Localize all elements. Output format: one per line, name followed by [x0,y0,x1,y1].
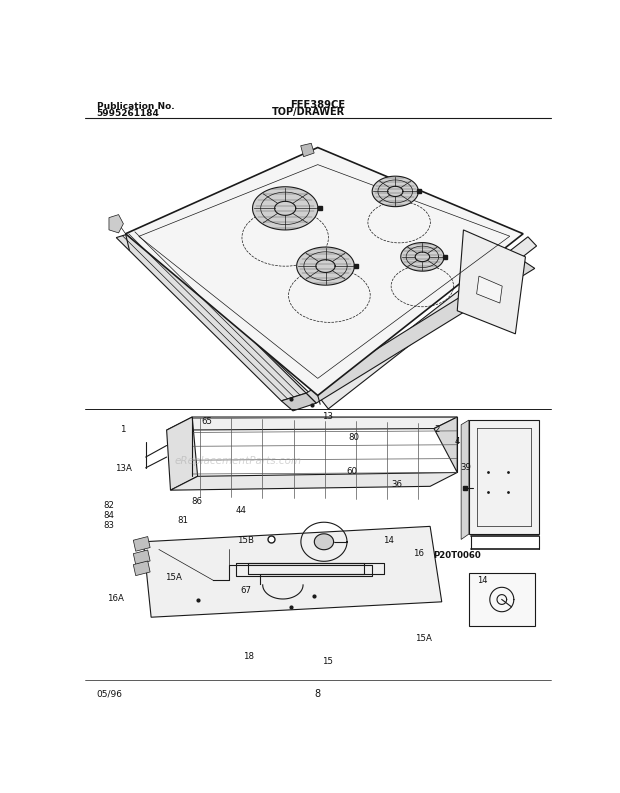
Polygon shape [458,230,526,334]
Text: 81: 81 [178,515,188,525]
Text: Publication No.: Publication No. [97,102,174,111]
Polygon shape [167,417,198,490]
Bar [469,573,534,626]
Text: 14: 14 [477,576,487,584]
Polygon shape [281,393,316,411]
Ellipse shape [401,243,444,271]
Text: 5995261184: 5995261184 [97,109,159,118]
Text: 15: 15 [322,657,333,666]
Text: 15B: 15B [237,536,254,546]
Text: 83: 83 [104,520,114,530]
Text: 15A: 15A [165,573,182,582]
Text: 36: 36 [392,481,402,489]
Polygon shape [320,237,536,409]
Text: 4: 4 [454,438,460,446]
Ellipse shape [297,247,355,285]
Text: 05/96: 05/96 [97,690,123,699]
Text: FEF389CE: FEF389CE [290,100,345,110]
Text: 18: 18 [242,653,254,661]
Text: 14: 14 [383,536,394,546]
Text: 16: 16 [413,549,424,557]
Polygon shape [306,259,534,403]
Ellipse shape [372,176,419,207]
Text: 44: 44 [236,506,246,515]
Text: 60: 60 [347,467,358,476]
Text: 39: 39 [460,463,471,472]
Polygon shape [314,534,334,550]
Polygon shape [143,527,441,617]
Polygon shape [170,473,458,490]
Polygon shape [434,417,458,473]
Text: 13: 13 [322,412,333,421]
Text: 67: 67 [240,587,251,596]
Polygon shape [122,231,316,404]
Text: TOP/DRAWER: TOP/DRAWER [272,107,345,117]
Polygon shape [461,420,469,539]
Text: 86: 86 [191,497,202,506]
Bar [469,420,539,534]
Polygon shape [117,230,306,400]
Polygon shape [125,147,523,396]
Polygon shape [477,276,502,303]
Polygon shape [133,537,150,551]
Text: 80: 80 [348,433,359,442]
Text: 84: 84 [104,511,114,519]
Polygon shape [133,561,150,576]
Text: 15A: 15A [415,634,432,643]
Polygon shape [133,550,150,565]
Polygon shape [167,417,458,430]
Polygon shape [109,215,123,233]
Text: 2: 2 [434,425,440,435]
Text: 82: 82 [104,501,114,510]
Text: 1: 1 [120,425,126,435]
Text: eReplacementParts.com: eReplacementParts.com [175,456,302,466]
Text: 65: 65 [202,417,213,427]
Polygon shape [301,144,314,157]
Text: 13A: 13A [115,465,131,473]
Text: P20T0060: P20T0060 [433,551,481,560]
Ellipse shape [252,187,318,230]
Text: 8: 8 [315,689,321,699]
Text: 16A: 16A [107,595,123,603]
